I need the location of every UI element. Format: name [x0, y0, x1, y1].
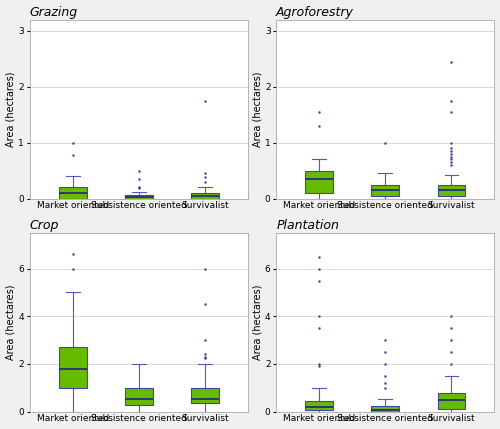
PathPatch shape [306, 171, 333, 193]
PathPatch shape [125, 388, 152, 405]
PathPatch shape [438, 184, 466, 196]
PathPatch shape [306, 401, 333, 411]
PathPatch shape [191, 193, 219, 199]
Y-axis label: Area (hectares): Area (hectares) [6, 284, 16, 360]
PathPatch shape [191, 388, 219, 403]
PathPatch shape [58, 187, 86, 199]
Y-axis label: Area (hectares): Area (hectares) [6, 71, 16, 147]
PathPatch shape [372, 406, 399, 412]
Y-axis label: Area (hectares): Area (hectares) [252, 71, 262, 147]
Text: Agroforestry: Agroforestry [276, 6, 354, 18]
Text: Plantation: Plantation [276, 219, 339, 232]
PathPatch shape [125, 195, 152, 199]
Text: Crop: Crop [30, 219, 59, 232]
Text: Grazing: Grazing [30, 6, 78, 18]
PathPatch shape [372, 184, 399, 196]
PathPatch shape [58, 347, 86, 388]
Y-axis label: Area (hectares): Area (hectares) [252, 284, 262, 360]
PathPatch shape [438, 393, 466, 409]
